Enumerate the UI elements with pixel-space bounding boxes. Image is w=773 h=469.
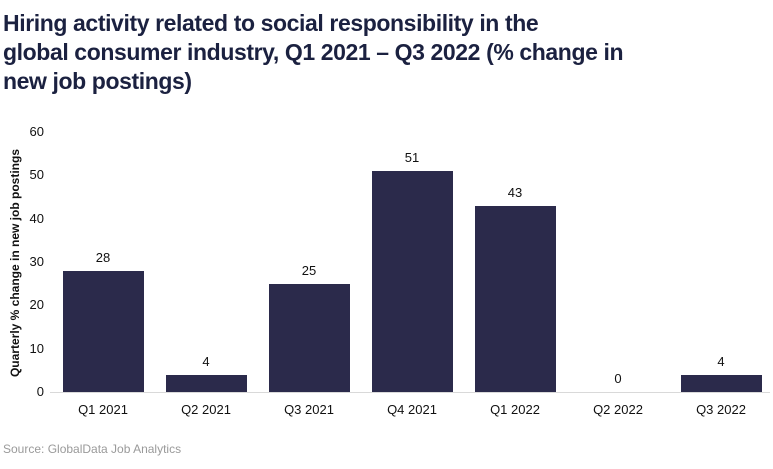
chart-title-line-3: new job postings): [3, 68, 192, 94]
x-axis-tick-label: Q1 2022: [490, 402, 540, 417]
bar-value-label: 28: [95, 250, 111, 265]
bar-value-label: 51: [404, 150, 420, 165]
x-axis-line: [50, 392, 770, 393]
bar-q3-2021: [268, 284, 350, 392]
y-axis-tick-label: 30: [29, 254, 44, 269]
bar-q4-2021: [371, 171, 453, 392]
x-axis-tick-label: Q2 2022: [593, 402, 643, 417]
bar-q1-2021: [62, 271, 144, 392]
bar-value-label: 4: [717, 354, 725, 369]
bar-q3-2022: [680, 375, 762, 392]
chart-title-line-2: global consumer industry, Q1 2021 – Q3 2…: [3, 39, 624, 65]
chart-title: Hiring activity related to social respon…: [3, 9, 763, 96]
y-axis-tick-label: 20: [29, 297, 44, 313]
x-axis-tick-label: Q2 2021: [181, 402, 231, 417]
x-axis-tick-label: Q3 2022: [696, 402, 746, 417]
y-axis-tick-label: 10: [29, 340, 44, 356]
bar-value-label: 0: [614, 371, 622, 386]
y-axis-tick-label: 0: [36, 384, 44, 399]
y-axis-tick-label: 50: [29, 167, 44, 183]
source-caption: Source: GlobalData Job Analytics: [3, 442, 182, 456]
y-axis-tick-label: 40: [29, 210, 44, 226]
x-axis-tick-label: Q3 2021: [284, 402, 334, 417]
bar-value-label: 43: [507, 185, 523, 200]
y-axis-tick-label: 60: [29, 124, 44, 139]
x-axis-tick-label: Q4 2021: [387, 402, 437, 417]
bar-q2-2021: [165, 375, 247, 392]
x-axis-tick-label: Q1 2021: [78, 402, 128, 417]
bar-value-label: 4: [202, 354, 210, 369]
chart-title-line-1: Hiring activity related to social respon…: [3, 10, 539, 36]
bar-q1-2022: [474, 206, 556, 392]
bar-value-label: 25: [301, 263, 317, 278]
